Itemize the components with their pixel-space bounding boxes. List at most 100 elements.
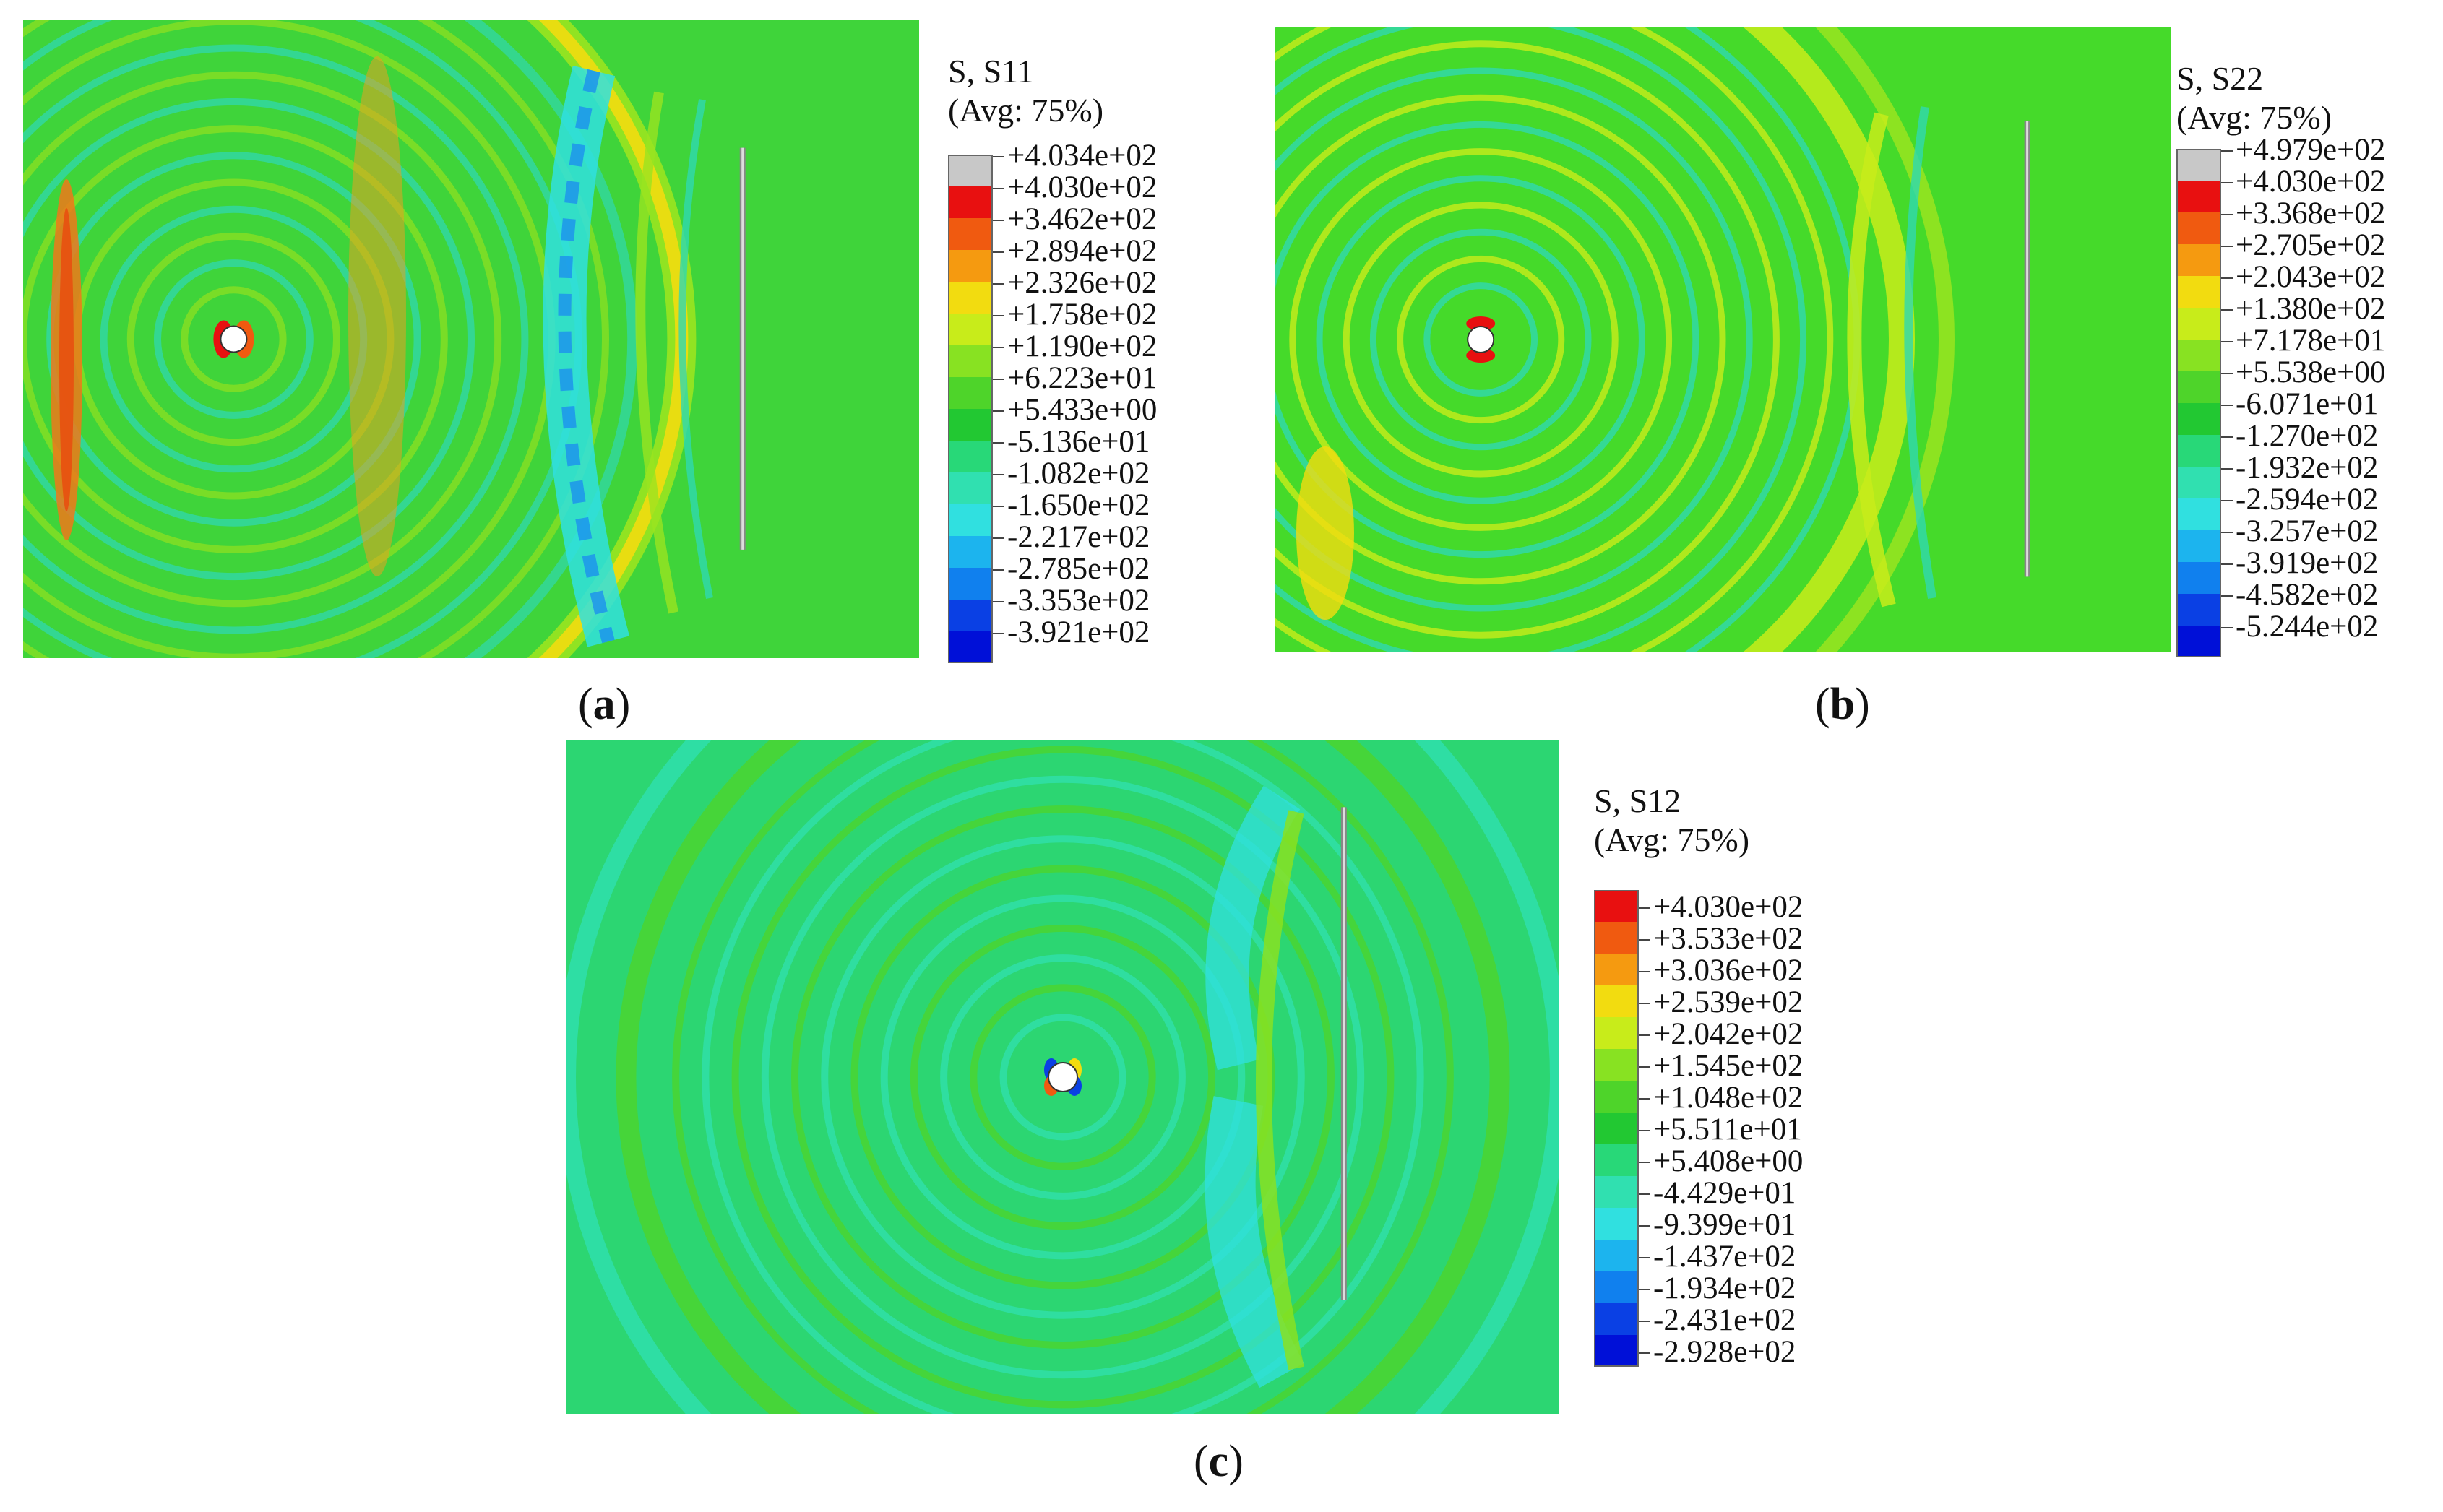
colorbar-label: +5.511e+01 [1653,1113,1802,1146]
colorbar-tick [1639,1352,1650,1354]
legend-subtitle: (Avg: 75%) [1594,821,1750,858]
colorbar-tick [2221,436,2233,438]
colorbar-swatch [2176,435,2221,467]
colorbar-tick [1639,1321,1650,1322]
colorbar-swatch [948,631,993,663]
contour-plot-s11 [23,20,919,658]
compression-band [59,208,74,511]
colorbar-swatch [948,282,993,314]
colorbar-label: +1.545e+02 [1653,1049,1804,1083]
wave-front [672,740,1454,1414]
colorbar-swatch [1594,985,1639,1017]
colorbar-swatch [948,218,993,250]
colorbar-swatch [2176,467,2221,498]
colorbar-label: -2.217e+02 [1007,520,1150,554]
wave-front [616,740,1510,1414]
colorbar-tick [2221,373,2233,374]
colorbar-label: +7.178e+01 [2236,324,2386,358]
caption-b: (b) [1815,680,1870,729]
colorbar-swatch [1594,1271,1639,1303]
colorbar-tick [1639,1066,1650,1068]
wave-front [791,805,1335,1349]
colorbar-swatch [948,186,993,218]
colorbar-label: +3.368e+02 [2236,196,2386,230]
colorbar-swatch [1594,1335,1639,1367]
colorbar-swatch [2176,244,2221,276]
colorbar-label: -1.437e+02 [1653,1240,1796,1274]
colorbar-label: -3.919e+02 [2236,546,2379,580]
stress-field [23,20,919,658]
caption-a: (a) [578,680,631,729]
wave-front [23,98,475,581]
colorbar-label: +4.030e+02 [1653,890,1804,924]
colorbar-tick [993,379,1004,380]
colorbar-swatch [1594,1176,1639,1208]
colorbar-label: +2.042e+02 [1653,1017,1804,1051]
wave-band [635,91,678,614]
colorbar-label: -1.934e+02 [1653,1271,1796,1305]
wave-front [1275,94,1726,585]
colorbar-tick [1639,907,1650,909]
colorbar-label: -6.071e+01 [2236,387,2379,421]
colorbar-swatch [1594,1081,1639,1113]
wave-front [761,775,1365,1379]
colorbar-tick [1639,1130,1650,1131]
colorbar-swatch [1594,1208,1639,1240]
colorbar-swatch [1594,1017,1639,1049]
colorbar-label: -1.270e+02 [2236,419,2379,453]
wave-front [1743,27,1915,652]
colorbar-label: +5.538e+00 [2236,355,2386,389]
stress-concentration [1466,316,1496,331]
colorbar-tick [2221,182,2233,183]
legend-title: S, S22 [2176,60,2264,97]
legend-title: S, S12 [1594,782,1681,819]
colorbar-tick [993,537,1004,539]
wave-front [23,71,502,608]
borehole [220,325,248,353]
shear-band [1205,1096,1304,1388]
colorbar-label: -1.650e+02 [1007,488,1150,522]
colorbar-swatch [2176,276,2221,308]
colorbar-tick [2221,595,2233,597]
colorbar-swatch [948,504,993,536]
colorbar-tick [2221,500,2233,501]
colorbar-tick [993,220,1004,221]
colorbar-swatch [1594,1049,1639,1081]
colorbar-label: +1.190e+02 [1007,329,1158,363]
colorbar-tick [2221,150,2233,152]
colorbar-tick [2221,246,2233,247]
colorbar-tick [1639,1289,1650,1290]
colorbar-label: +4.030e+02 [1007,170,1158,204]
colorbar-label: -1.082e+02 [1007,457,1150,491]
colorbar-swatch [2176,308,2221,340]
colorbar-swatch [2176,498,2221,530]
wave-front [1275,27,1834,652]
colorbar-label: -2.431e+02 [1653,1303,1796,1337]
stress-field [566,740,1559,1414]
colorbar-tick [1639,1162,1650,1163]
colorbar-swatch [1594,1303,1639,1335]
colorbar-tick [993,601,1004,602]
wave-front [23,20,609,658]
legend-s11: S, S11 (Avg: 75%) +4.034e+02 +4.030e+02 +3… [948,52,1237,663]
colorbar-tick [993,506,1004,507]
wave-front [23,44,529,634]
colorbar-tick [2221,468,2233,470]
legend-subtitle: (Avg: 75%) [2176,99,2332,136]
colorbar-swatch [948,536,993,568]
colorbar-swatch [948,377,993,409]
wave-front [880,894,1246,1260]
borehole [1467,326,1495,353]
colorbar-tick [993,410,1004,412]
colorbar-tick [1639,1257,1650,1258]
colorbar-swatch [948,568,993,600]
colorbar-label: +1.380e+02 [2236,292,2386,326]
wave-front [181,286,287,392]
colorbar-swatch [2176,181,2221,212]
colorbar-swatch [2176,371,2221,403]
wave-front [126,232,340,446]
wave-front [702,740,1424,1414]
colorbar-swatch [1594,1113,1639,1144]
colorbar-tick [993,633,1004,634]
colorbar-label: -4.429e+01 [1653,1176,1796,1210]
